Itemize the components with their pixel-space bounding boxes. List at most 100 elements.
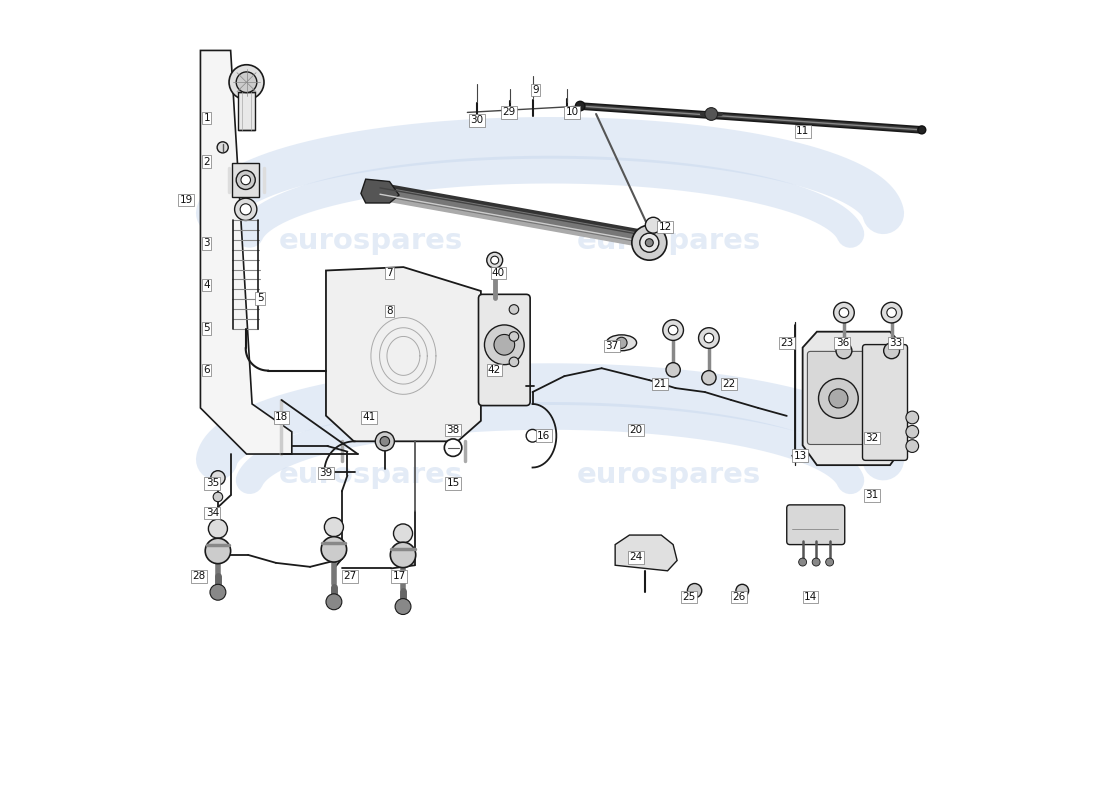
Circle shape [906,426,918,438]
Circle shape [390,542,416,568]
Circle shape [799,558,806,566]
Text: 7: 7 [386,268,393,278]
Text: 21: 21 [653,379,667,389]
Text: 27: 27 [343,571,356,582]
Circle shape [210,584,225,600]
Text: 17: 17 [393,571,406,582]
Circle shape [839,308,849,318]
FancyBboxPatch shape [807,351,870,445]
Text: 11: 11 [796,126,810,137]
Text: 38: 38 [447,425,460,435]
Text: 10: 10 [565,107,579,118]
Text: 19: 19 [179,194,192,205]
Circle shape [646,238,653,246]
Circle shape [818,378,858,418]
Circle shape [704,334,714,342]
Polygon shape [615,535,678,571]
Text: 3: 3 [204,238,210,249]
Text: 22: 22 [722,379,736,389]
Circle shape [526,430,539,442]
Polygon shape [361,179,399,203]
Circle shape [663,320,683,341]
Circle shape [834,302,855,323]
Circle shape [509,332,519,342]
Circle shape [509,357,519,366]
Text: eurospares: eurospares [279,227,463,255]
Circle shape [375,432,395,451]
Polygon shape [803,332,904,465]
Ellipse shape [606,335,637,350]
Text: 35: 35 [206,478,219,489]
Text: 2: 2 [204,157,210,166]
Text: 41: 41 [362,413,375,422]
Text: eurospares: eurospares [279,462,463,490]
Circle shape [669,326,678,335]
Text: 23: 23 [780,338,793,348]
Circle shape [321,537,346,562]
FancyBboxPatch shape [478,294,530,406]
Circle shape [324,518,343,537]
Circle shape [395,598,411,614]
Circle shape [631,226,667,260]
Polygon shape [326,267,481,442]
Circle shape [640,233,659,252]
Circle shape [906,440,918,453]
Circle shape [881,302,902,323]
Circle shape [906,411,918,424]
Circle shape [236,72,257,93]
Circle shape [217,142,229,153]
Polygon shape [200,50,292,454]
Text: 1: 1 [204,113,210,123]
FancyBboxPatch shape [238,92,255,130]
Circle shape [646,218,661,233]
Text: 14: 14 [804,592,817,602]
Text: 25: 25 [682,592,695,602]
Text: 33: 33 [889,338,902,348]
Circle shape [444,439,462,457]
Text: 12: 12 [659,222,672,232]
Circle shape [394,524,412,543]
FancyBboxPatch shape [862,345,907,460]
Circle shape [234,198,257,221]
Circle shape [887,308,896,318]
Circle shape [487,252,503,268]
Text: 8: 8 [386,306,393,316]
Text: 37: 37 [605,341,618,351]
Text: 5: 5 [256,294,263,303]
Text: 18: 18 [275,413,288,422]
Circle shape [616,338,627,348]
Circle shape [826,558,834,566]
Text: eurospares: eurospares [578,462,761,490]
Circle shape [229,65,264,100]
Circle shape [575,102,585,111]
Text: 20: 20 [629,425,642,435]
Circle shape [381,437,389,446]
Circle shape [883,342,900,358]
Circle shape [702,370,716,385]
Circle shape [491,256,498,264]
Text: 39: 39 [319,468,332,478]
Text: 31: 31 [865,490,879,500]
Circle shape [736,584,749,597]
Circle shape [812,558,821,566]
Circle shape [836,342,851,358]
Circle shape [241,175,251,185]
Text: 15: 15 [447,478,460,489]
Text: 5: 5 [204,323,210,334]
Text: 32: 32 [865,433,879,443]
Circle shape [705,108,717,120]
Circle shape [213,492,222,502]
Circle shape [211,470,226,485]
Circle shape [917,126,926,134]
FancyBboxPatch shape [786,505,845,545]
Text: eurospares: eurospares [578,227,761,255]
Circle shape [236,170,255,190]
Circle shape [698,328,719,348]
FancyBboxPatch shape [232,163,260,197]
Text: 42: 42 [487,365,500,375]
Text: 4: 4 [204,280,210,290]
Text: 9: 9 [532,85,539,95]
Text: 24: 24 [629,552,642,562]
Circle shape [494,334,515,355]
Circle shape [509,305,519,314]
